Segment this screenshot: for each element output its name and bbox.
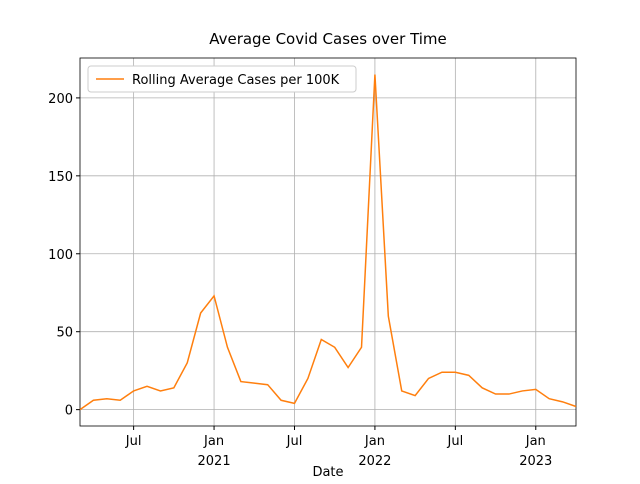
y-tick-label: 200 — [48, 92, 73, 107]
x-tick-label: Jul — [447, 434, 464, 449]
x-tick-label: Jan — [525, 434, 546, 449]
y-tick-label: 0 — [65, 404, 73, 419]
y-tick-label: 50 — [56, 326, 73, 341]
x-tick-label: Jan — [203, 434, 224, 449]
x-tick-label: Jan — [364, 434, 385, 449]
y-tick-label: 150 — [48, 170, 73, 185]
x-tick-year: 2023 — [519, 454, 552, 469]
legend-label: Rolling Average Cases per 100K — [132, 73, 340, 88]
x-tick-year: 2022 — [358, 454, 391, 469]
plot-frame — [79, 57, 577, 427]
chart-title: Average Covid Cases over Time — [209, 30, 447, 48]
x-axis-label: Date — [312, 465, 343, 480]
series-line — [79, 74, 577, 411]
legend-box — [87, 65, 357, 93]
x-tick-year: 2021 — [198, 454, 231, 469]
y-tick-label: 100 — [48, 248, 73, 263]
x-tick-label: Jul — [125, 434, 142, 449]
x-tick-label: Jul — [286, 434, 303, 449]
